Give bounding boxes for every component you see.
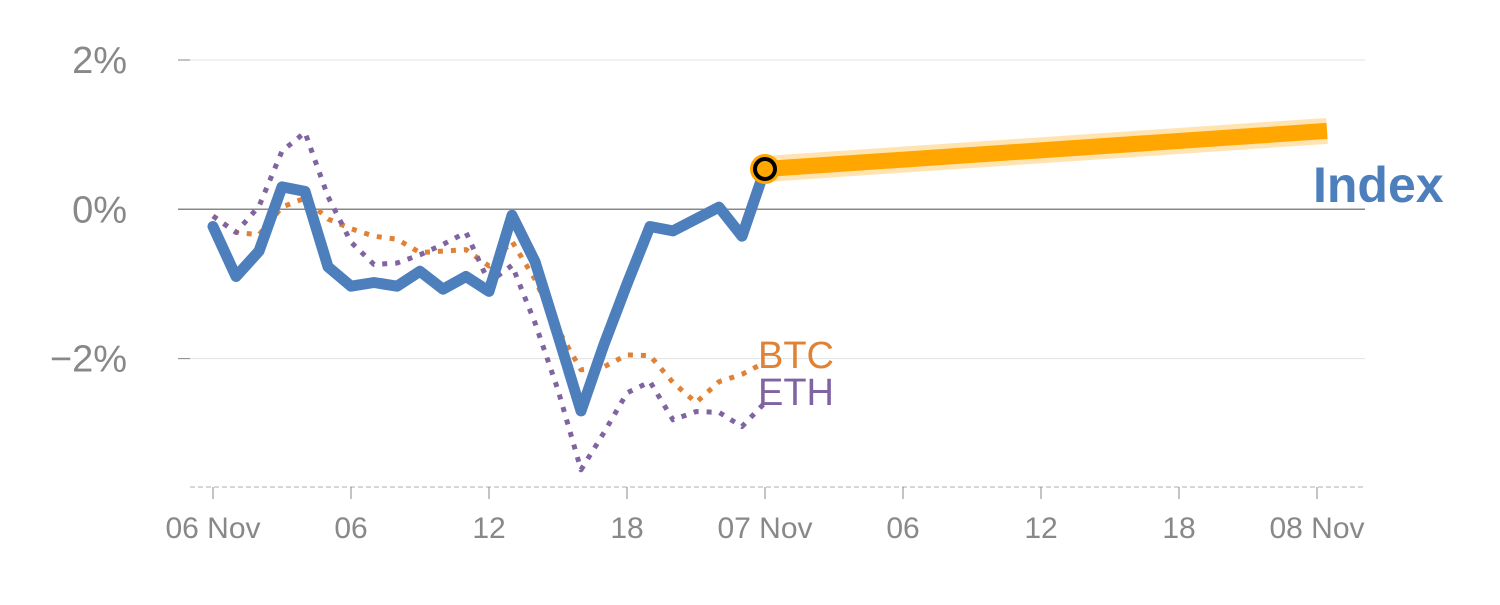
series-line-btc bbox=[211, 195, 767, 406]
gridlines bbox=[178, 59, 1365, 360]
x-tick-label: 06 bbox=[334, 512, 367, 545]
y-tick-label: 0% bbox=[72, 189, 127, 231]
y-tick-label: −2% bbox=[50, 339, 127, 381]
x-tick-label: 08 Nov bbox=[1269, 512, 1364, 545]
series-labels: BTC ETH Index bbox=[758, 157, 1444, 414]
x-tick-label: 12 bbox=[1024, 512, 1057, 545]
current-point-marker bbox=[753, 156, 777, 181]
y-tick-label: 2% bbox=[72, 40, 127, 82]
x-axis: 06 Nov 06 12 18 07 Nov 06 12 18 08 Nov bbox=[165, 486, 1365, 545]
series-line-eth bbox=[211, 129, 767, 473]
series-label-eth: ETH bbox=[758, 372, 834, 414]
series-label-btc: BTC bbox=[758, 335, 834, 377]
series-label-index: Index bbox=[1313, 157, 1444, 213]
x-tick-label: 18 bbox=[610, 512, 643, 545]
x-tick-label: 18 bbox=[1162, 512, 1195, 545]
forecast-line bbox=[764, 122, 1328, 177]
x-tick-label: 07 Nov bbox=[717, 512, 812, 545]
x-tick-label: 06 bbox=[886, 512, 919, 545]
y-axis: 2% 0% −2% bbox=[50, 40, 190, 381]
x-tick-label: 06 Nov bbox=[165, 512, 260, 545]
series-line-index bbox=[207, 163, 771, 417]
series-lines bbox=[207, 117, 1328, 473]
x-tick-label: 12 bbox=[472, 512, 505, 545]
